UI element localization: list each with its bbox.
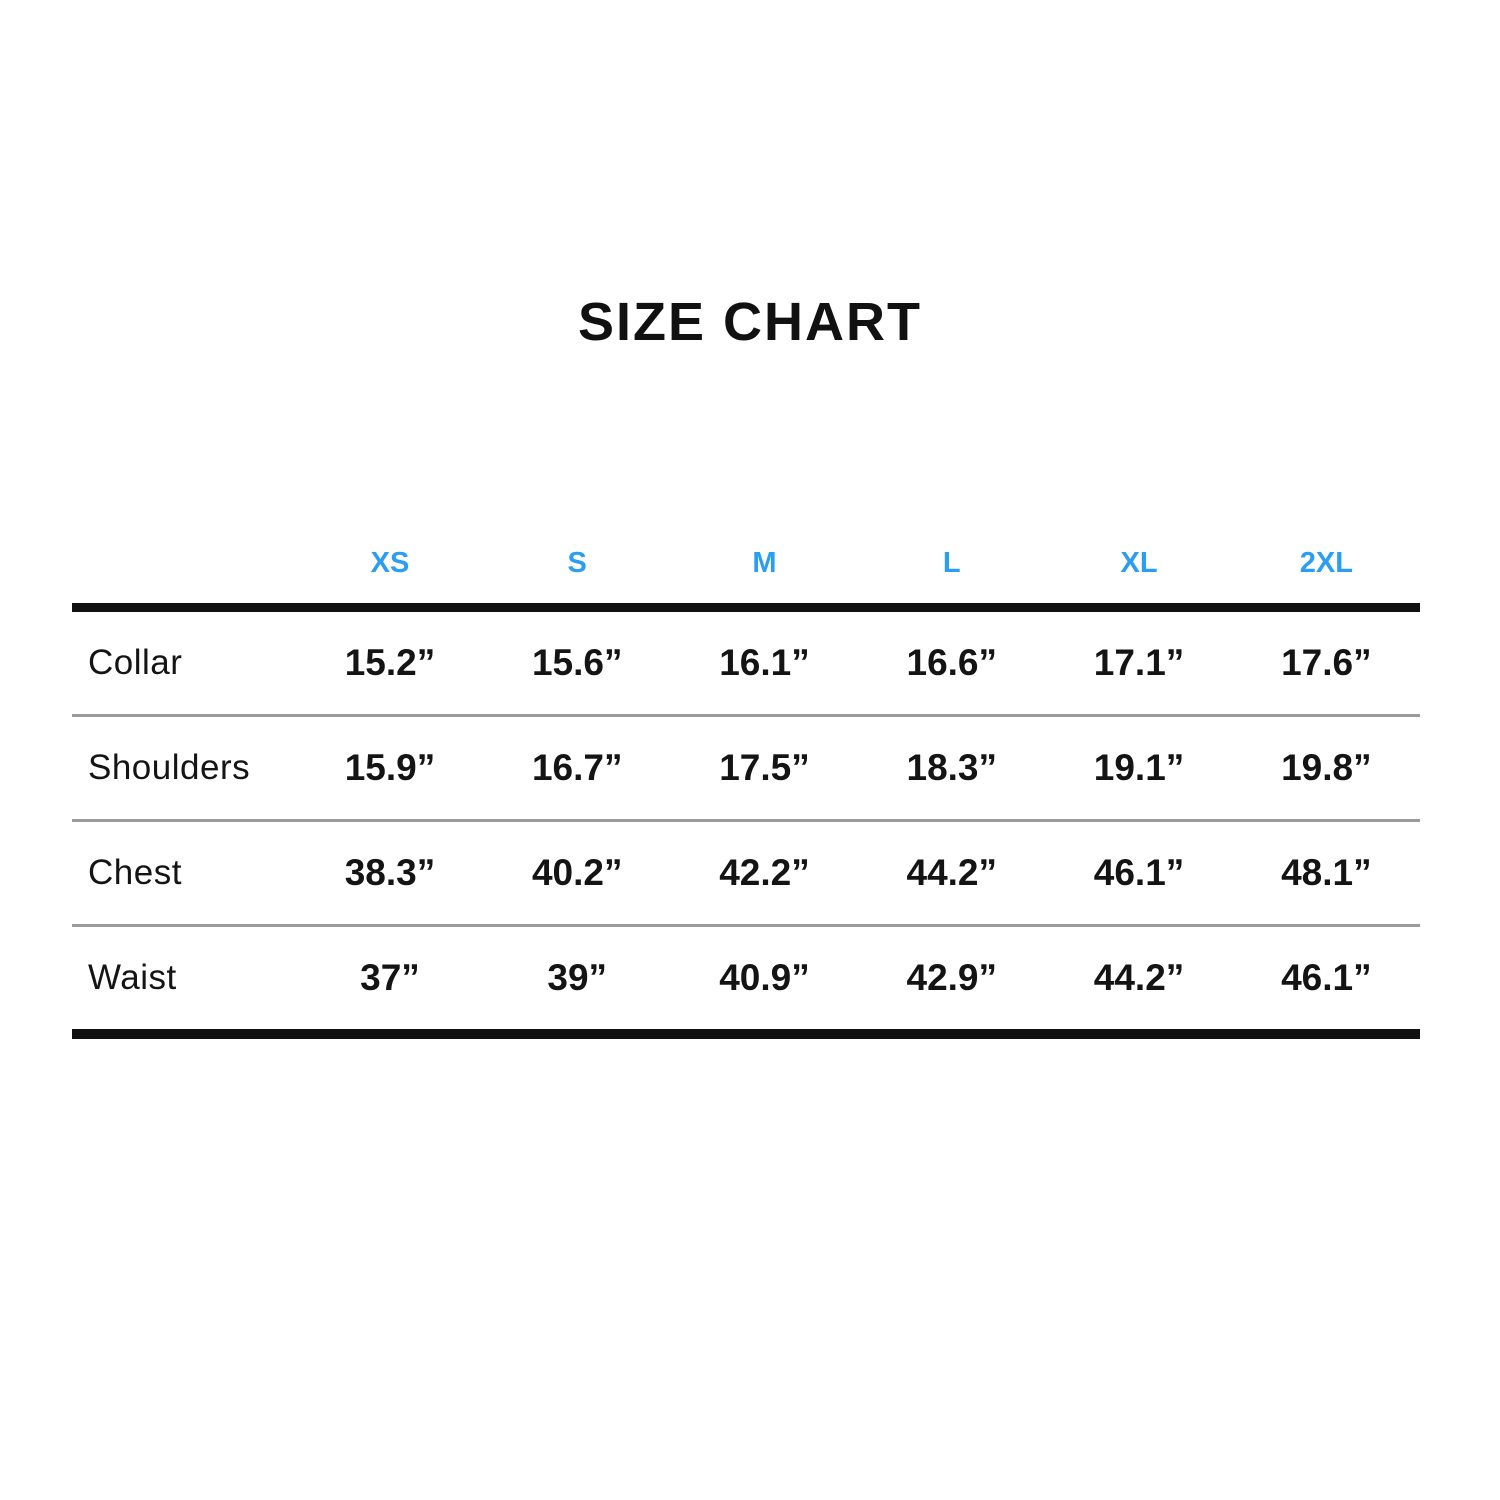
size-header-l: L [942, 547, 961, 579]
cell-collar-xl: 17.1” [1093, 642, 1185, 683]
cell-waist-s: 39” [547, 957, 608, 998]
cell-chest-s: 40.2” [531, 852, 623, 893]
cell-collar-l: 16.6” [906, 642, 998, 683]
cell-chest-m: 42.2” [719, 852, 810, 893]
size-header-2xl: 2XL [1299, 547, 1353, 579]
table-row-waist: Waist 37” 39” 40.9” 42.9” 44.2” 46.1” [72, 925, 1420, 1035]
cell-waist-l: 42.9” [906, 957, 998, 998]
cell-chest-xl: 46.1” [1093, 852, 1185, 893]
cell-waist-m: 40.9” [719, 957, 810, 998]
row-label-chest: Chest [88, 853, 182, 892]
cell-shoulders-s: 16.7” [531, 747, 623, 788]
cell-shoulders-l: 18.3” [906, 747, 998, 788]
size-chart-table: XS S M L XL 2XL Collar 15.2” 15.6” 16.1”… [72, 524, 1420, 1039]
cell-shoulders-xs: 15.9” [344, 747, 436, 788]
cell-waist-2xl: 46.1” [1281, 957, 1372, 998]
cell-collar-m: 16.1” [719, 642, 810, 683]
cell-shoulders-m: 17.5” [719, 747, 810, 788]
cell-waist-xs: 37” [360, 957, 420, 998]
page-title: SIZE CHART [578, 292, 922, 352]
cell-collar-xs: 15.2” [344, 642, 436, 683]
cell-chest-xs: 38.3” [344, 852, 436, 893]
table-row-chest: Chest 38.3” 40.2” 42.2” 44.2” 46.1” 48.1… [72, 820, 1420, 926]
row-label-waist: Waist [88, 958, 177, 997]
size-header-m: M [752, 547, 777, 579]
cell-chest-l: 44.2” [906, 852, 998, 893]
header-spacer-cell [72, 524, 296, 608]
cell-collar-s: 15.6” [531, 642, 623, 683]
cell-chest-2xl: 48.1” [1281, 852, 1372, 893]
cell-waist-xl: 44.2” [1093, 957, 1185, 998]
cell-shoulders-xl: 19.1” [1093, 747, 1185, 788]
table-row-shoulders: Shoulders 15.9” 16.7” 17.5” 18.3” 19.1” … [72, 715, 1420, 821]
size-header-s: S [567, 547, 587, 579]
row-label-collar: Collar [88, 643, 183, 682]
size-header-xs: XS [370, 547, 410, 579]
cell-collar-2xl: 17.6” [1281, 642, 1372, 683]
cell-shoulders-2xl: 19.8” [1281, 747, 1372, 788]
table-row-collar: Collar 15.2” 15.6” 16.1” 16.6” 17.1” 17.… [72, 608, 1420, 716]
row-label-shoulders: Shoulders [88, 748, 251, 787]
size-header-xl: XL [1120, 547, 1158, 579]
size-header-row: XS S M L XL 2XL [72, 524, 1420, 608]
